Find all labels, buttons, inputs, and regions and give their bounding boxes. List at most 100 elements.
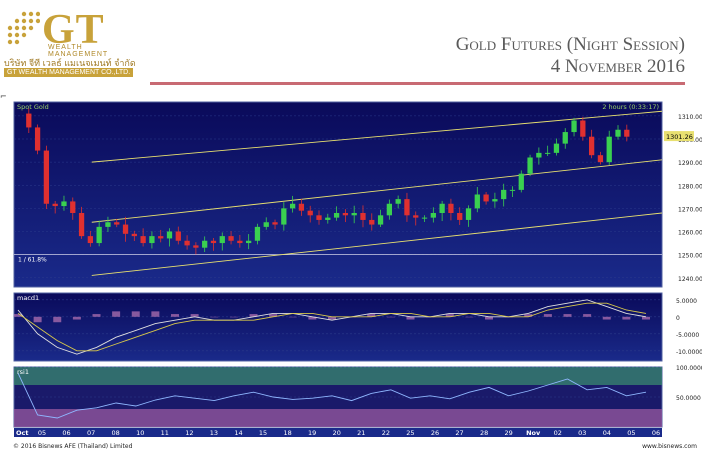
- candle-body: [421, 217, 428, 219]
- title-rule: [150, 82, 685, 85]
- x-tick-label: 18: [283, 429, 291, 437]
- page-title: Gold Futures (Night Session) 4 November …: [456, 34, 685, 78]
- candle-body: [606, 136, 612, 163]
- candle-body: [439, 203, 445, 213]
- macd-histogram-bar: [543, 314, 552, 317]
- candle-body: [342, 213, 349, 216]
- rsi-series-line: [17, 372, 647, 419]
- price-tick-label: 1280.00: [678, 183, 702, 190]
- rsi-overbought-band: [14, 367, 662, 385]
- copyright: © 2016 Bisnews AFE (Thailand) Limited: [13, 443, 133, 450]
- candle-body: [465, 208, 472, 220]
- candle-body: [351, 213, 357, 216]
- x-tick-label: 08: [112, 429, 120, 437]
- candle-body: [175, 231, 181, 241]
- rsi-tick-label: 100.0000: [676, 365, 702, 372]
- candle-body: [254, 226, 261, 241]
- candle-body: [492, 199, 498, 202]
- candle-body: [140, 236, 146, 244]
- macd-histogram-bar: [485, 316, 493, 320]
- price-panel: 1240.00 1250.00 1260.00 1270.00 1280.00 1290.…: [13, 101, 702, 288]
- x-tick-label: 19: [308, 429, 316, 437]
- macd-histogram-bar: [229, 316, 238, 318]
- price-tick-label: 1240.00: [678, 276, 702, 283]
- x-tick-label: 13: [210, 429, 218, 437]
- candle-body: [333, 213, 340, 218]
- x-tick-label: 20: [333, 429, 341, 437]
- macd-histogram-bar: [328, 316, 336, 320]
- candle-body: [588, 136, 595, 156]
- rsi-panel-title: rsi1: [17, 368, 29, 376]
- candle-body: [413, 215, 419, 218]
- price-tick-label: 1270.00: [678, 206, 702, 213]
- last-price-box: [664, 131, 694, 142]
- candle-body: [562, 132, 568, 144]
- price-tick-label: 1250.00: [678, 253, 702, 260]
- x-tick-label: 29: [504, 429, 512, 437]
- x-axis-band: [14, 428, 662, 437]
- candle-body: [61, 201, 67, 207]
- price-panel-title: Spot Gold: [17, 103, 49, 111]
- logo-company: GT WEALTH MANAGEMENT CO.,LTD.: [4, 68, 134, 77]
- chart-area: 1240.00 1250.00 1260.00 1270.00 1280.00 1290.…: [12, 97, 702, 443]
- macd-tick-label: -5.0000: [676, 332, 699, 339]
- candle-body: [448, 203, 454, 213]
- candle-body: [298, 203, 305, 211]
- x-tick-label: 05: [627, 429, 635, 437]
- candle-body: [122, 224, 129, 234]
- x-tick-label: 06: [652, 429, 660, 437]
- x-tick-label: 04: [603, 429, 611, 437]
- candle-body: [483, 194, 489, 202]
- candle-body: [386, 203, 392, 216]
- price-tick-label: 1260.00: [678, 230, 702, 237]
- macd-histogram-bar: [288, 316, 297, 318]
- macd-histogram-bar: [151, 311, 160, 317]
- macd-tick-label: 0: [676, 315, 680, 322]
- macd-histogram-bar: [308, 316, 317, 320]
- channel-line: [91, 159, 663, 223]
- candle-body: [34, 127, 41, 151]
- x-tick-label: 11: [161, 429, 169, 437]
- candle-body: [316, 215, 322, 220]
- macd-histogram-bar: [210, 316, 219, 318]
- candle-body: [377, 215, 384, 225]
- rsi-oversold-band: [14, 409, 662, 427]
- macd-histogram-bar: [386, 316, 395, 318]
- x-tick-label: 03: [578, 429, 586, 437]
- macd-series-line: [17, 299, 647, 355]
- logo: GT WEALTH MANAGEMENT บริษัท จีที เวลธ์ แ…: [2, 6, 142, 84]
- title-line-1: Gold Futures (Night Session): [455, 34, 685, 55]
- candle-body: [26, 113, 32, 128]
- candle-body: [509, 189, 516, 191]
- x-tick-label: 12: [185, 429, 193, 437]
- macd-histogram-bar: [112, 311, 121, 317]
- price-tick-label: 1290.00: [678, 160, 702, 167]
- macd-panel: 5.0000 0 -5.0000 -10.0000 macd1: [13, 292, 702, 362]
- logo-thai-name: บริษัท จีที เวลธ์ แมเนจเมนท์ จำกัด: [4, 58, 136, 68]
- x-tick-label: 15: [259, 429, 267, 437]
- candle-body: [272, 222, 278, 225]
- candle-body: [237, 240, 243, 244]
- candle-body: [184, 240, 190, 246]
- x-tick-label: 22: [382, 429, 390, 437]
- candle-body: [615, 129, 621, 137]
- candle-body: [52, 203, 58, 207]
- macd-histogram-bar: [131, 311, 140, 317]
- fib-label: 1 / 61.8%: [18, 257, 47, 264]
- candle-body: [501, 189, 507, 200]
- header: GT WEALTH MANAGEMENT บริษัท จีที เวลธ์ แ…: [0, 0, 713, 96]
- candle-body: [78, 213, 85, 237]
- logo-subtitle: WEALTH MANAGEMENT: [48, 44, 109, 58]
- candle-body: [553, 143, 560, 153]
- candle-body: [360, 213, 366, 220]
- candle-body: [193, 245, 199, 248]
- macd-histogram-bar: [72, 316, 81, 320]
- macd-histogram-bar: [249, 314, 258, 317]
- x-tick-label: 06: [62, 429, 70, 437]
- macd-histogram-bar: [14, 314, 22, 317]
- candle-body: [536, 152, 542, 158]
- candle-body: [263, 222, 269, 227]
- x-tick-label: 27: [455, 429, 463, 437]
- macd-histogram-bar: [171, 314, 179, 317]
- channel-line: [91, 212, 663, 276]
